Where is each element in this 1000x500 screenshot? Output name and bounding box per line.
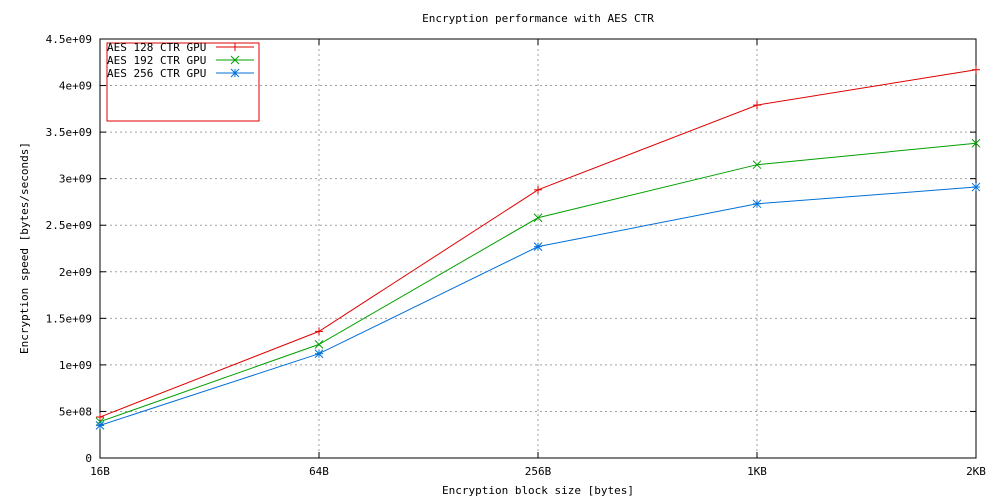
- legend-label-aes-192-ctr-gpu: AES 192 CTR GPU: [107, 54, 206, 67]
- y-tick-label: 1e+09: [59, 359, 92, 372]
- y-tick-label: 4.5e+09: [46, 33, 92, 46]
- data-point-aes-192-ctr-gpu: [971, 138, 981, 148]
- x-tick-label: 16B: [90, 465, 110, 478]
- x-tick-label: 2KB: [966, 465, 986, 478]
- y-tick-label: 0: [85, 452, 92, 465]
- data-point-aes-256-ctr-gpu: [314, 349, 324, 359]
- y-tick-label: 4e+09: [59, 80, 92, 93]
- grid: [100, 39, 976, 458]
- data-point-aes-128-ctr-gpu: [315, 327, 323, 336]
- data-point-aes-192-ctr-gpu: [314, 340, 324, 349]
- legend-label-aes-128-ctr-gpu: AES 128 CTR GPU: [107, 41, 206, 54]
- y-tick-label: 3e+09: [59, 173, 92, 186]
- legend-marker-aes-128-ctr-gpu: [231, 43, 239, 51]
- y-axis-label: Encryption speed [bytes/seconds]: [18, 142, 31, 354]
- legend-label-aes-256-ctr-gpu: AES 256 CTR GPU: [107, 67, 206, 80]
- data-point-aes-128-ctr-gpu: [534, 185, 542, 194]
- chart-title: Encryption performance with AES CTR: [422, 12, 654, 25]
- data-point-aes-256-ctr-gpu: [533, 242, 543, 251]
- data-point-aes-256-ctr-gpu: [971, 182, 981, 192]
- series-lines: [95, 65, 981, 430]
- y-tick-label: 2e+09: [59, 266, 92, 279]
- legend-box: [106, 42, 260, 122]
- data-point-aes-256-ctr-gpu: [752, 199, 762, 209]
- y-tick-label: 3.5e+09: [46, 126, 92, 139]
- y-tick-label: 5e+08: [59, 405, 92, 418]
- data-point-aes-128-ctr-gpu: [972, 65, 980, 74]
- data-point-aes-128-ctr-gpu: [96, 413, 104, 422]
- data-point-aes-128-ctr-gpu: [753, 101, 761, 110]
- x-tick-label: 256B: [525, 465, 552, 478]
- axis-ticks: 0 5e+08 1e+09 1.5e+09 2e+09 2.5e+09 3e+09 3.5e+…: [46, 33, 987, 478]
- data-point-aes-256-ctr-gpu: [95, 421, 105, 430]
- legend-marker-aes-256-ctr-gpu: [230, 68, 240, 78]
- y-tick-label: 1.5e+09: [46, 312, 92, 325]
- x-tick-label: 64B: [309, 465, 329, 478]
- data-point-aes-192-ctr-gpu: [752, 160, 762, 170]
- y-tick-label: 2.5e+09: [46, 219, 92, 232]
- x-tick-label: 1KB: [747, 465, 767, 478]
- data-point-aes-192-ctr-gpu: [533, 213, 543, 223]
- legend-marker-aes-192-ctr-gpu: [230, 55, 240, 65]
- x-axis-label: Encryption block size [bytes]: [442, 484, 634, 497]
